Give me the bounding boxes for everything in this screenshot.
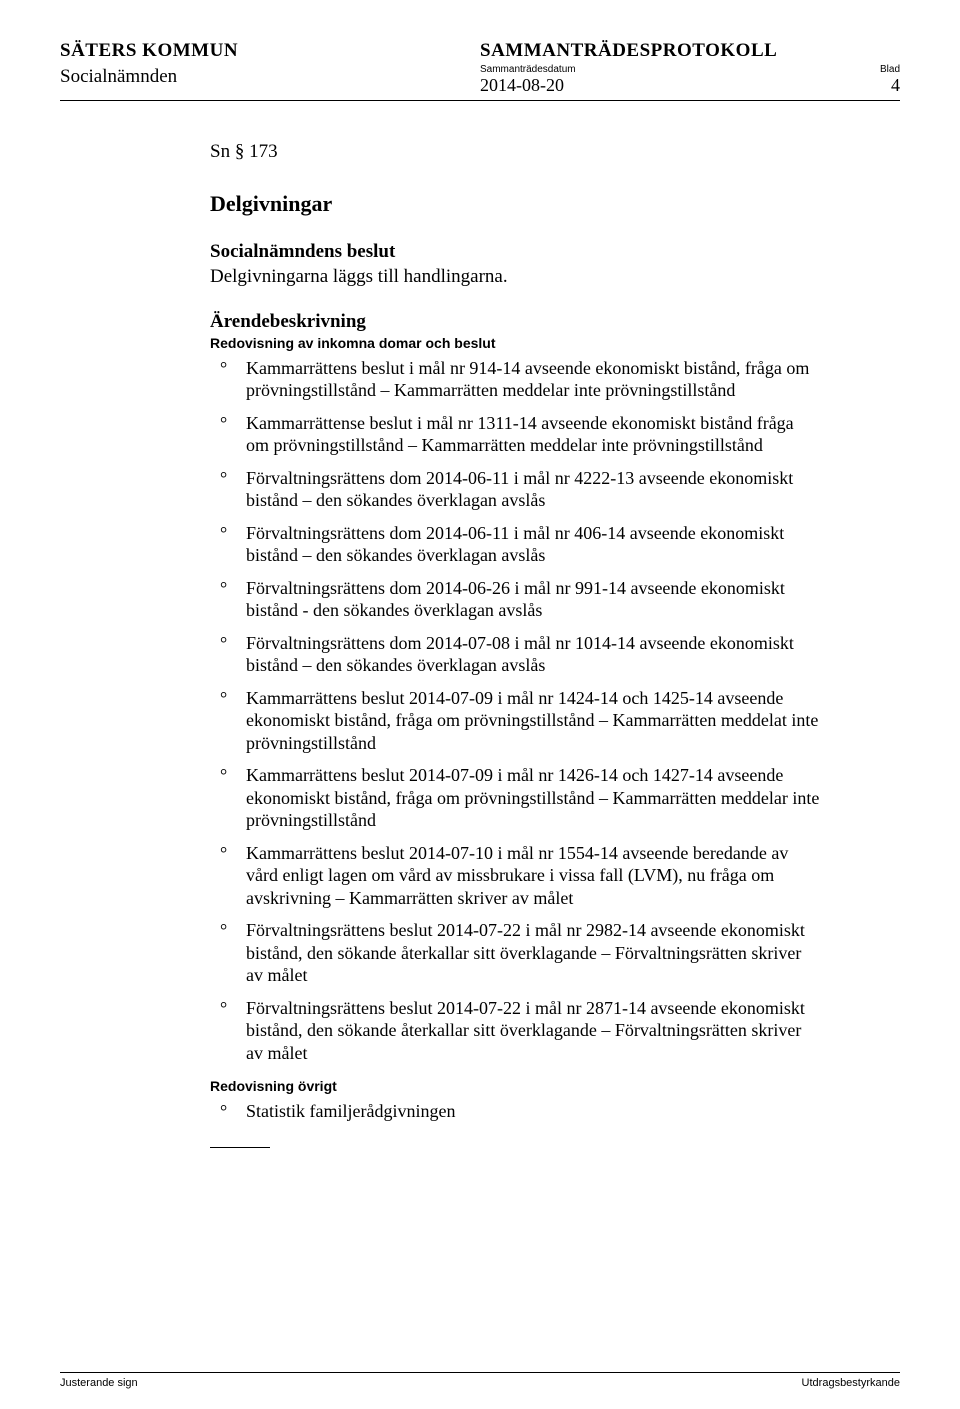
subheading-other: Redovisning övrigt bbox=[210, 1078, 820, 1094]
department-name: Socialnämnden bbox=[60, 66, 360, 88]
list-item: Förvaltningsrättens dom 2014-07-08 i mål… bbox=[210, 632, 820, 677]
decision-heading: Socialnämndens beslut bbox=[210, 241, 820, 263]
decision-text: Delgivningarna läggs till handlingarna. bbox=[210, 265, 820, 289]
list-item: Förvaltningsrättens beslut 2014-07-22 i … bbox=[210, 997, 820, 1065]
header-right: SAMMANTRÄDESPROTOKOLL Sammanträdesdatum … bbox=[480, 40, 900, 96]
list-item: Kammarrättens beslut i mål nr 914-14 avs… bbox=[210, 357, 820, 402]
list-item: Kammarrättense beslut i mål nr 1311-14 a… bbox=[210, 412, 820, 457]
header-divider bbox=[60, 100, 900, 101]
footer-left: Justerande sign bbox=[60, 1377, 138, 1389]
document-body: Sn § 173 Delgivningar Socialnämndens bes… bbox=[60, 141, 900, 1148]
header-left: SÄTERS KOMMUN Socialnämnden bbox=[60, 40, 360, 88]
date-block: Sammanträdesdatum 2014-08-20 bbox=[480, 64, 576, 96]
document-page: SÄTERS KOMMUN Socialnämnden SAMMANTRÄDES… bbox=[0, 0, 960, 1409]
page-number: 4 bbox=[870, 75, 900, 96]
meeting-date: 2014-08-20 bbox=[480, 75, 576, 96]
footer-right: Utdragsbestyrkande bbox=[802, 1377, 900, 1389]
list-item: Statistik familjerådgivningen bbox=[210, 1100, 820, 1123]
list-item: Kammarrättens beslut 2014-07-10 i mål nr… bbox=[210, 842, 820, 910]
document-type-title: SAMMANTRÄDESPROTOKOLL bbox=[480, 40, 900, 62]
list-item: Förvaltningsrättens dom 2014-06-26 i mål… bbox=[210, 577, 820, 622]
page-header: SÄTERS KOMMUN Socialnämnden SAMMANTRÄDES… bbox=[60, 40, 900, 96]
page-number-block: Blad 4 bbox=[870, 64, 900, 96]
list-item: Kammarrättens beslut 2014-07-09 i mål nr… bbox=[210, 687, 820, 755]
section-reference: Sn § 173 bbox=[210, 141, 820, 163]
page-footer: Justerande sign Utdragsbestyrkande bbox=[60, 1372, 900, 1389]
list-item: Kammarrättens beslut 2014-07-09 i mål nr… bbox=[210, 764, 820, 832]
list-item: Förvaltningsrättens dom 2014-06-11 i mål… bbox=[210, 522, 820, 567]
section-title: Delgivningar bbox=[210, 191, 820, 217]
org-name: SÄTERS KOMMUN bbox=[60, 40, 360, 62]
meeting-date-label: Sammanträdesdatum bbox=[480, 64, 576, 75]
footer-inner: Justerande sign Utdragsbestyrkande bbox=[60, 1372, 900, 1389]
description-heading: Ärendebeskrivning bbox=[210, 311, 820, 333]
items-list: Kammarrättens beslut i mål nr 914-14 avs… bbox=[210, 357, 820, 1065]
list-item: Förvaltningsrättens dom 2014-06-11 i mål… bbox=[210, 467, 820, 512]
header-meta: Sammanträdesdatum 2014-08-20 Blad 4 bbox=[480, 64, 900, 96]
page-label: Blad bbox=[870, 64, 900, 75]
items-list-2: Statistik familjerådgivningen bbox=[210, 1100, 820, 1123]
section-end-rule bbox=[210, 1147, 270, 1148]
list-item: Förvaltningsrättens beslut 2014-07-22 i … bbox=[210, 919, 820, 987]
subheading-incoming: Redovisning av inkomna domar och beslut bbox=[210, 335, 820, 351]
